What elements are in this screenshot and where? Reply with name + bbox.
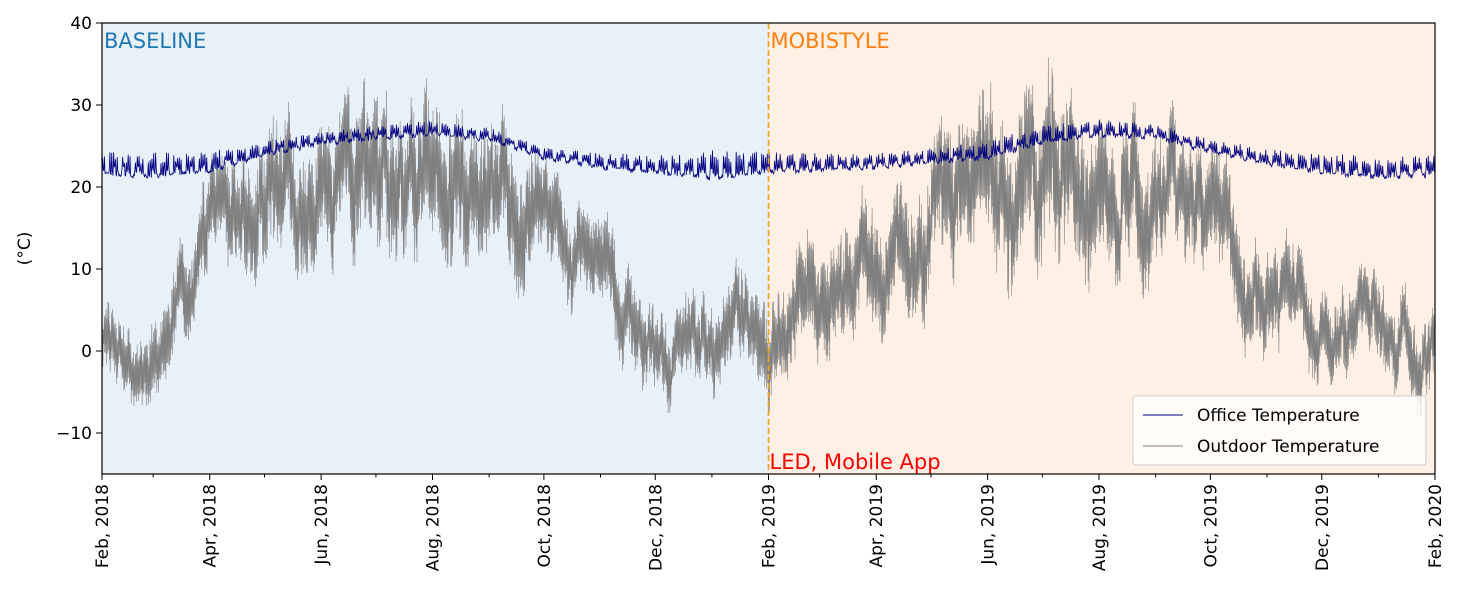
y-tick-label: 20	[70, 178, 92, 198]
x-tick-label: Aug, 2019	[1090, 484, 1110, 571]
legend-label: Office Temperature	[1197, 406, 1360, 426]
legend-label: Outdoor Temperature	[1197, 437, 1380, 457]
y-tick-label: 0	[81, 342, 92, 362]
x-tick-label: Apr, 2018	[201, 484, 221, 567]
period-background-1	[102, 23, 769, 474]
x-tick-label: Dec, 2019	[1313, 484, 1333, 571]
period-labels: BASELINE MOBISTYLE	[104, 29, 890, 53]
x-tick-label: Feb, 2019	[760, 484, 780, 568]
x-axis: Feb, 2018 Apr, 2018 Jun, 2018 Aug, 2018 Oct,…	[93, 474, 1446, 571]
x-tick-label: Aug, 2018	[424, 484, 444, 571]
x-tick-label: Jun, 2019	[979, 484, 999, 566]
x-tick-label: Feb, 2018	[93, 484, 113, 568]
event-label: LED, Mobile App	[770, 450, 941, 474]
y-axis-title: (°C)	[15, 232, 35, 266]
x-tick-label: Apr, 2019	[867, 484, 887, 567]
y-tick-label: −10	[56, 424, 92, 444]
x-tick-label: Feb, 2020	[1426, 484, 1446, 568]
y-tick-label: 30	[70, 96, 92, 116]
y-tick-label: 40	[70, 14, 92, 34]
legend-box	[1132, 395, 1427, 466]
period-label-1: BASELINE	[104, 29, 206, 53]
legend: Office Temperature Outdoor Temperature	[1132, 395, 1427, 466]
x-tick-label: Oct, 2018	[535, 484, 555, 567]
period-label-2: MOBISTYLE	[771, 29, 890, 53]
period-backgrounds	[102, 23, 1435, 474]
y-tick-label: 10	[70, 260, 92, 280]
x-tick-label: Dec, 2018	[646, 484, 666, 571]
x-tick-label: Oct, 2019	[1201, 484, 1221, 567]
x-tick-label: Jun, 2018	[312, 484, 332, 566]
y-axis: −10 0 10 20 30 40	[56, 14, 102, 444]
